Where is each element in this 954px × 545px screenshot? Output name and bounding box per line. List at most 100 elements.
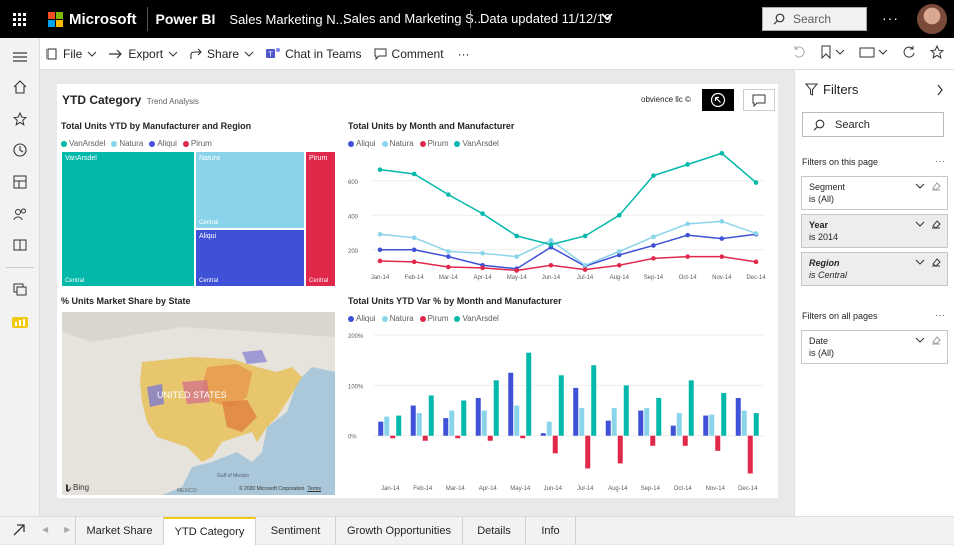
map-copyright: © 2020 Microsoft Corporation Terms — [239, 486, 321, 492]
tab-info[interactable]: Info — [526, 517, 576, 545]
microsoft-logo[interactable]: Microsoft — [38, 7, 148, 31]
toolbar-more-button[interactable]: ··· — [458, 47, 470, 61]
y-tick-label: 0% — [348, 435, 357, 441]
line-chart-title: Total Units by Month and Manufacturer — [348, 121, 515, 131]
more-options-icon[interactable]: ··· — [882, 10, 899, 26]
bing-label: Bing — [73, 483, 90, 492]
filter-card-year[interactable]: Year is 2014 — [801, 214, 948, 248]
collapse-chevron-right-icon[interactable] — [936, 84, 944, 96]
bar — [443, 418, 449, 436]
favorites-star-icon[interactable] — [11, 110, 29, 128]
chevron-down-icon[interactable] — [915, 258, 925, 266]
tab-market-share[interactable]: Market Share — [75, 517, 164, 545]
legend-item[interactable]: VanArsdel — [454, 139, 499, 148]
legend-item[interactable]: Pirum — [419, 139, 448, 148]
data-point — [411, 171, 417, 177]
shared-with-me-icon[interactable] — [11, 205, 29, 223]
bookmark-button[interactable] — [820, 45, 845, 59]
legend-item[interactable]: Natura — [381, 139, 414, 148]
workspaces-icon[interactable] — [11, 281, 29, 299]
clear-filter-eraser-icon[interactable] — [931, 181, 941, 191]
x-tick-label: Jan-14 — [381, 486, 400, 492]
recent-clock-icon[interactable] — [11, 141, 29, 159]
line-chart-visual[interactable]: Total Units by Month and Manufacturer Al… — [344, 119, 774, 289]
power-bi-report-icon[interactable] — [11, 313, 29, 331]
report-title[interactable]: Sales and Marketing S... — [343, 11, 485, 26]
bar — [688, 380, 694, 436]
refresh-icon[interactable] — [902, 45, 916, 59]
filter-card-region[interactable]: Region is Central — [801, 252, 948, 286]
legend-label: Aliqui — [356, 314, 376, 323]
avatar[interactable] — [917, 4, 947, 34]
legend-item[interactable]: Aliqui — [149, 139, 177, 148]
chat-bubble-button[interactable] — [743, 89, 775, 111]
filled-map[interactable]: UNITED STATES MEXICO Gulf of Mexico Bing… — [62, 312, 335, 495]
treemap-visual[interactable]: Total Units YTD by Manufacturer and Regi… — [57, 119, 339, 289]
legend-label: Natura — [389, 314, 414, 323]
legend-item[interactable]: Aliqui — [348, 314, 376, 323]
treemap-cell-natura[interactable]: Natura Central — [196, 152, 304, 228]
apps-icon[interactable] — [11, 173, 29, 191]
expand-arrow-icon[interactable] — [12, 523, 26, 537]
file-label: File — [63, 46, 83, 61]
product-label[interactable]: Power BI — [155, 11, 216, 27]
bar-chart-visual[interactable]: Total Units YTD Var % by Month and Manuf… — [344, 294, 774, 498]
legend-dot-icon — [348, 315, 354, 322]
bar — [617, 435, 623, 464]
map-terms-link[interactable]: Terms — [307, 486, 321, 492]
tab-growth-opportunities[interactable]: Growth Opportunities — [336, 517, 463, 545]
filter-card-date[interactable]: Date is (All) — [801, 330, 948, 364]
clear-filter-eraser-icon[interactable] — [931, 219, 941, 229]
legend-label: Aliqui — [356, 139, 376, 148]
tab-sentiment[interactable]: Sentiment — [256, 517, 336, 545]
tab-ytd-category[interactable]: YTD Category — [164, 517, 256, 545]
treemap-cell-region: Central — [199, 278, 219, 284]
tab-details[interactable]: Details — [463, 517, 526, 545]
chevron-down-icon[interactable] — [915, 336, 925, 344]
bar — [422, 435, 428, 441]
hamburger-icon[interactable] — [11, 48, 29, 66]
treemap-cell-pirum[interactable]: Pirum Central — [306, 152, 335, 286]
clear-filter-eraser-icon[interactable] — [931, 257, 941, 267]
favorite-star-icon[interactable] — [930, 45, 944, 59]
legend-item[interactable]: Natura — [111, 139, 143, 148]
learn-book-icon[interactable] — [11, 236, 29, 254]
line-chart-plot[interactable]: 200 400 600 Jan-14 Feb-14 Mar-14 Apr-14 May-14 J… — [344, 149, 774, 289]
legend-item[interactable]: VanArsdel — [61, 139, 105, 148]
legend-dot-icon — [381, 140, 388, 147]
chevron-down-icon[interactable] — [915, 182, 925, 190]
legend-item[interactable]: Pirum — [182, 139, 212, 148]
data-updated-label[interactable]: Data updated 11/12/19 — [480, 11, 612, 26]
filter-card-segment[interactable]: Segment is (All) — [801, 176, 948, 210]
filters-on-page-more-icon[interactable]: ··· — [935, 156, 945, 167]
chat-in-teams-button[interactable]: T Chat in Teams — [266, 47, 362, 61]
export-menu-button[interactable]: Export — [109, 47, 178, 61]
filters-search-input[interactable]: Search — [802, 112, 944, 137]
treemap-cell-vanarsdel[interactable]: VanArsdel Central — [62, 152, 194, 286]
view-button[interactable] — [859, 46, 888, 58]
title-divider — [470, 10, 471, 28]
filters-on-all-more-icon[interactable]: ··· — [935, 310, 945, 321]
clear-filter-eraser-icon[interactable] — [931, 335, 941, 345]
y-tick-label: 100% — [348, 384, 364, 390]
share-menu-button[interactable]: Share — [190, 47, 254, 61]
home-icon[interactable] — [11, 78, 29, 96]
legend-item[interactable]: VanArsdel — [454, 314, 499, 323]
bar — [546, 421, 552, 436]
chevron-down-icon[interactable] — [915, 220, 925, 228]
navigate-back-button[interactable] — [702, 89, 734, 111]
workspace-name[interactable]: Sales Marketing N... — [229, 11, 347, 27]
reset-icon[interactable] — [792, 45, 806, 59]
bar-chart-plot[interactable]: 0% 100% 200% Jan-14 Feb-14 Mar-14 Apr-14 May-14… — [344, 326, 774, 498]
legend-item[interactable]: Aliqui — [348, 139, 376, 148]
legend-item[interactable]: Pirum — [419, 314, 448, 323]
chevron-down-icon[interactable] — [601, 12, 613, 22]
file-menu-button[interactable]: File — [46, 47, 97, 61]
tab-scroll-right-icon[interactable]: ▶ — [64, 525, 71, 534]
app-launcher-icon[interactable] — [0, 0, 38, 38]
treemap-cell-aliqui[interactable]: Aliqui Central — [196, 230, 304, 286]
global-search-input[interactable]: Search — [762, 7, 867, 31]
legend-item[interactable]: Natura — [381, 314, 414, 323]
tab-scroll-left-icon[interactable]: ◀ — [42, 525, 49, 534]
comment-button[interactable]: Comment — [374, 47, 444, 61]
